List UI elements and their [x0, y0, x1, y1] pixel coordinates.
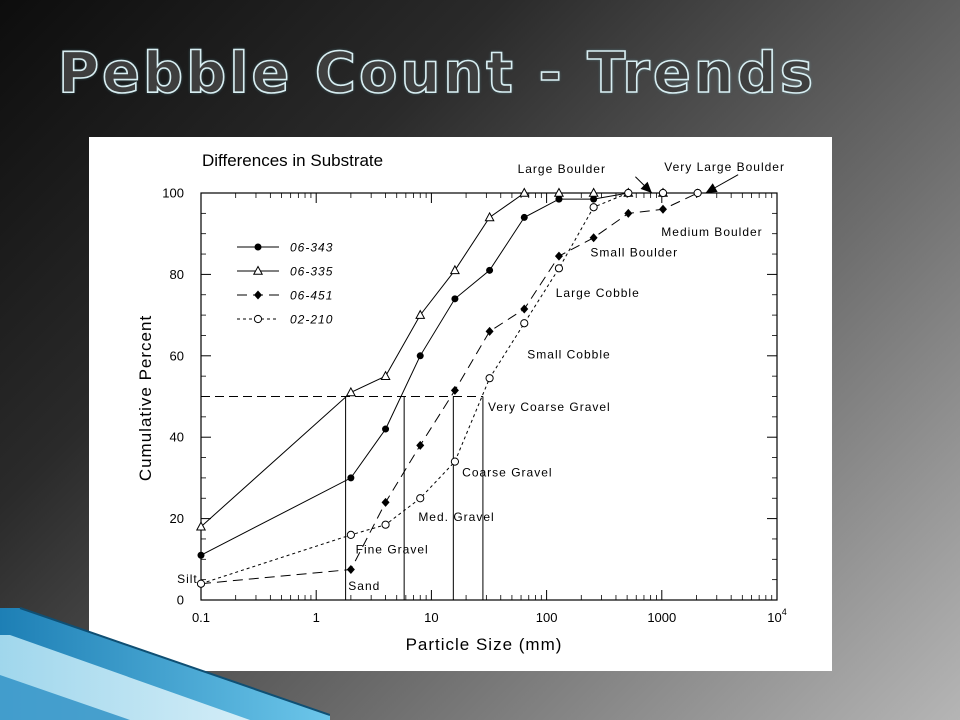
annotation-label: Sand	[348, 579, 380, 593]
data-point	[485, 326, 494, 336]
annotation-label: Large Cobble	[556, 286, 640, 300]
data-point	[347, 474, 355, 482]
data-point	[254, 290, 262, 300]
data-point	[416, 494, 425, 503]
data-point	[346, 530, 355, 539]
data-point	[693, 188, 702, 198]
chart-title: Differences in Substrate	[202, 151, 383, 170]
legend-label: 06-335	[290, 265, 333, 279]
x-tick-label: 1000	[647, 610, 676, 625]
legend-label: 06-343	[290, 241, 333, 255]
data-point	[554, 264, 564, 273]
legend-label: 02-210	[290, 313, 333, 327]
data-point	[252, 265, 264, 275]
data-point	[196, 579, 206, 588]
slide-title: Pebble Count - Trends	[57, 41, 817, 106]
data-point	[589, 233, 598, 243]
series-group	[195, 187, 702, 589]
legend-item: 06-335	[237, 265, 333, 279]
annotation-label: Small Boulder	[590, 246, 678, 260]
legend-item: 02-210	[237, 313, 333, 327]
x-tick-label: 1	[313, 610, 320, 625]
y-axis-label: Cumulative Percent	[136, 315, 155, 481]
d50-reference-lines	[201, 396, 484, 600]
legend-label: 06-451	[290, 289, 333, 303]
data-point	[589, 203, 598, 212]
data-point	[658, 188, 668, 198]
data-point	[450, 457, 460, 466]
x-tick-label: 0.1	[192, 610, 210, 625]
x-tick-label: 104	[767, 607, 786, 625]
axis-ticks: 0.1 1 10 100 1000 104 0 20 40 60 80 100	[162, 186, 786, 626]
data-point	[253, 314, 263, 324]
substrate-chart: Differences in Substrate Particle Size (…	[136, 151, 787, 654]
data-point	[555, 195, 563, 203]
data-point	[486, 266, 494, 274]
annotation-label: Very Large Boulder	[664, 160, 785, 174]
x-tick-label: 10	[424, 610, 438, 625]
chart-panel: Differences in Substrate Particle Size (…	[89, 137, 832, 671]
annotation-label: Silt	[177, 572, 198, 586]
data-point	[658, 204, 667, 214]
y-tick-label: 100	[162, 186, 184, 201]
annotation-label: Coarse Gravel	[462, 465, 552, 479]
data-point	[520, 304, 529, 314]
y-tick-label: 40	[170, 430, 184, 445]
data-point	[416, 352, 424, 360]
data-point	[345, 386, 356, 397]
data-point	[553, 187, 564, 197]
x-axis-label: Particle Size (mm)	[406, 635, 563, 654]
data-point	[520, 213, 528, 221]
data-point	[346, 564, 355, 574]
y-tick-label: 0	[177, 593, 184, 608]
data-point	[451, 295, 459, 303]
legend: 06-343 06-335 06-451 02-210	[237, 241, 333, 327]
data-point	[380, 370, 391, 380]
data-point	[519, 187, 530, 197]
data-point	[195, 521, 207, 531]
data-point	[624, 208, 633, 218]
data-point	[484, 211, 495, 222]
data-point	[554, 251, 563, 261]
annotation-label: Small Cobble	[527, 347, 610, 361]
data-point	[520, 319, 529, 328]
series-02-210	[196, 188, 702, 588]
data-point	[415, 309, 426, 319]
annotation-arrow-head	[705, 183, 718, 193]
data-point	[624, 188, 633, 198]
data-point	[416, 440, 425, 450]
annotation-label: Large Boulder	[518, 162, 606, 176]
data-point	[381, 497, 390, 507]
data-point	[449, 264, 460, 275]
data-point	[197, 551, 205, 559]
annotations-group: Silt Sand Fine Gravel Med. Gravel Coarse Gra…	[177, 160, 785, 593]
y-tick-label: 60	[170, 348, 184, 363]
legend-item: 06-343	[237, 241, 333, 255]
series-line	[200, 192, 698, 585]
annotation-label: Very Coarse Gravel	[488, 400, 611, 414]
data-point	[588, 187, 599, 197]
annotation-label: Medium Boulder	[661, 225, 762, 239]
annotation-label: Fine Gravel	[356, 543, 429, 557]
data-point	[485, 374, 494, 383]
annotation-arrow-head	[640, 181, 652, 193]
legend-item: 06-451	[237, 289, 333, 303]
y-tick-label: 20	[170, 511, 184, 526]
data-point	[382, 425, 390, 433]
x-tick-label: 100	[536, 610, 558, 625]
data-point	[381, 520, 390, 529]
data-point	[254, 243, 262, 251]
data-point	[590, 195, 598, 203]
series-line	[200, 192, 698, 585]
data-point	[450, 385, 459, 395]
annotation-label: Med. Gravel	[418, 510, 494, 524]
decorative-accent	[0, 607, 330, 720]
y-tick-label: 80	[170, 267, 184, 282]
